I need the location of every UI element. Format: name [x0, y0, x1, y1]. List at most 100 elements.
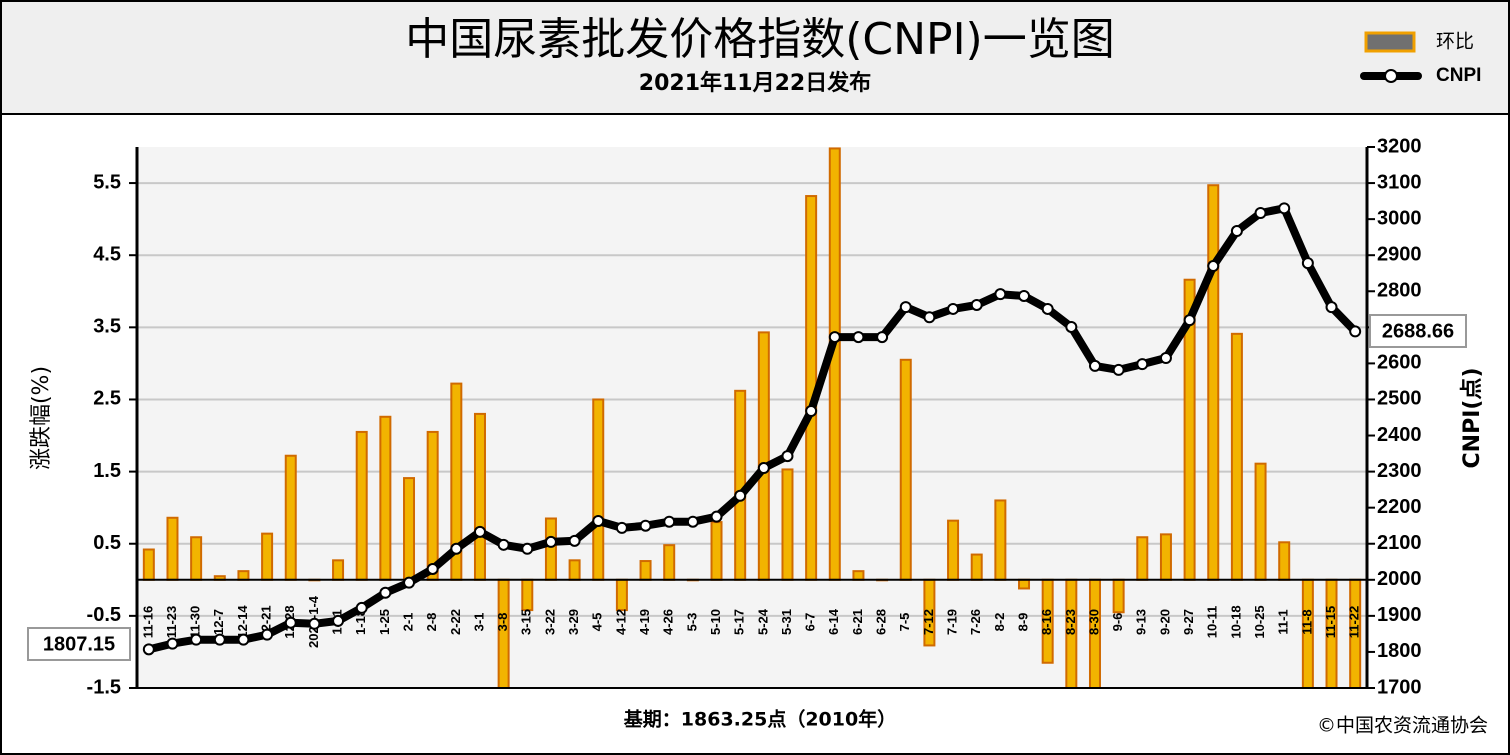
point: [403, 576, 416, 589]
point: [592, 515, 605, 528]
x-tick-label: 7-5: [897, 613, 912, 632]
point: [261, 628, 274, 641]
point: [899, 301, 912, 314]
bar: [852, 570, 865, 581]
point: [190, 633, 203, 646]
bar: [521, 578, 534, 612]
point: [213, 633, 226, 646]
point: [450, 542, 463, 555]
point: [1349, 325, 1362, 338]
bar: [970, 553, 983, 581]
y-axis-label: 涨跌幅(%): [29, 366, 54, 470]
point: [1207, 260, 1220, 273]
x-tick-label: 1-25: [377, 609, 392, 635]
x-tick-label: 3-1: [471, 613, 486, 632]
point: [757, 461, 770, 474]
x-tick-label: 4-5: [590, 613, 605, 632]
y-tick-label: 0.5: [93, 532, 121, 554]
y2-tick-label: 2500: [1377, 388, 1422, 410]
bar: [1230, 332, 1243, 581]
point: [1112, 363, 1125, 376]
x-tick-label: 8-2: [992, 613, 1007, 632]
label-box: [1369, 314, 1467, 348]
y-tick-label: 3.5: [93, 316, 121, 338]
bar: [497, 578, 510, 689]
x-tick-label: 7-26: [968, 609, 983, 635]
bar: [142, 548, 155, 581]
bar: [403, 477, 416, 581]
x-tick-label: 10-18: [1228, 605, 1243, 638]
x-tick-label: 9-20: [1157, 609, 1172, 635]
point: [686, 515, 699, 528]
point: [521, 542, 534, 555]
legend-label: 环比: [1436, 31, 1474, 53]
bar: [1254, 462, 1267, 581]
y2-tick-label: 1700: [1377, 676, 1422, 698]
point: [947, 302, 960, 315]
y2-tick-label: 2200: [1377, 496, 1422, 518]
bar: [379, 415, 392, 581]
point: [1254, 207, 1267, 220]
point: [1088, 359, 1101, 372]
x-tick-label: 10-25: [1252, 605, 1267, 638]
bar: [1136, 536, 1149, 581]
y-tick-label: -1.5: [87, 676, 121, 698]
bar: [284, 454, 297, 581]
y2-tick-label: 1900: [1377, 604, 1422, 626]
line: [147, 204, 1359, 654]
x-tick-label: 1-18: [353, 609, 368, 635]
point: [332, 614, 345, 627]
x-tick-label: 5-31: [779, 609, 794, 635]
point: [1301, 257, 1314, 270]
x-tick-label: 11-8: [1299, 609, 1314, 634]
bar: [237, 570, 250, 581]
header: [0, 0, 1510, 115]
plot-area: [137, 147, 1367, 688]
x-tick-label: 2-1: [400, 613, 415, 632]
point: [710, 510, 723, 523]
bar: [663, 544, 676, 581]
point: [1278, 202, 1291, 215]
y2-tick-label: 1800: [1377, 640, 1422, 662]
point: [142, 643, 155, 656]
x-tick-label: 11-1: [1276, 609, 1291, 634]
x-tick-label: 11-30: [188, 606, 203, 639]
y2-tick-label: 3200: [1377, 135, 1422, 157]
y2-tick-label: 2900: [1377, 243, 1422, 265]
x-tick-label: 6-28: [874, 609, 889, 635]
point: [1325, 301, 1338, 314]
bar: [261, 532, 274, 581]
x-tick-label: 4-19: [637, 609, 652, 635]
point: [308, 617, 321, 630]
x-tick-label: 4-26: [661, 609, 676, 635]
point: [1159, 351, 1172, 364]
bar: [1278, 541, 1291, 581]
x-tick-label: 8-16: [1039, 609, 1054, 635]
point: [970, 298, 983, 311]
chart-subtitle: 2021年11月22日发布: [639, 70, 871, 96]
y2-tick-label: 2400: [1377, 424, 1422, 446]
bar: [757, 331, 770, 581]
point: [355, 601, 368, 614]
point: [1136, 358, 1149, 371]
data-label: 2688.66: [1382, 320, 1454, 342]
x-tick-label: 5-24: [755, 608, 770, 635]
x-tick-label: 6-7: [803, 613, 818, 632]
data-label: 1807.15: [43, 633, 115, 655]
point: [544, 535, 557, 548]
point: [1065, 320, 1078, 333]
point: [284, 616, 297, 629]
x-tick-label: 3-22: [542, 609, 557, 635]
base-note: 基期：1863.25点（2010年）: [623, 708, 896, 731]
x-tick-label: 12-14: [235, 605, 250, 639]
legend-swatch-bar: [1364, 31, 1416, 53]
point: [852, 331, 865, 344]
point: [923, 311, 936, 324]
point: [166, 637, 179, 650]
label-box: [27, 627, 131, 661]
y-tick-label: 5.5: [93, 171, 121, 193]
bar: [355, 430, 368, 581]
x-tick-label: 10-11: [1205, 606, 1220, 639]
x-tick-label: 11-16: [140, 606, 155, 639]
y2-tick-label: 2000: [1377, 568, 1422, 590]
